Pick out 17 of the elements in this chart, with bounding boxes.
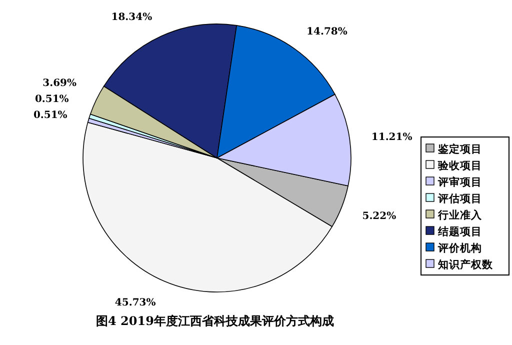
legend-label: 鉴定项目	[438, 142, 482, 156]
data-label: 18.34%	[111, 12, 153, 24]
legend-label: 评价机构	[437, 242, 482, 254]
legend-label: 行业准入	[437, 208, 483, 222]
legend-label: 评估项目	[437, 192, 482, 205]
data-label: 14.78%	[306, 26, 348, 38]
data-label: 5.22%	[362, 210, 397, 222]
data-label: 11.21%	[371, 132, 413, 143]
data-label: 3.69%	[42, 78, 77, 90]
text: 图4 2019年度江西省科技成果评价方式构成	[96, 314, 334, 328]
legend-label: 结题项目	[437, 225, 482, 238]
data-label: 0.51%	[34, 94, 70, 106]
legend-label: 验收项目	[437, 160, 482, 172]
data-label: 45.73%	[114, 297, 156, 308]
legend-label: 评审项目	[437, 176, 482, 188]
legend-label: 知识产权数	[437, 258, 494, 271]
data-label: 0.51%	[33, 110, 68, 122]
